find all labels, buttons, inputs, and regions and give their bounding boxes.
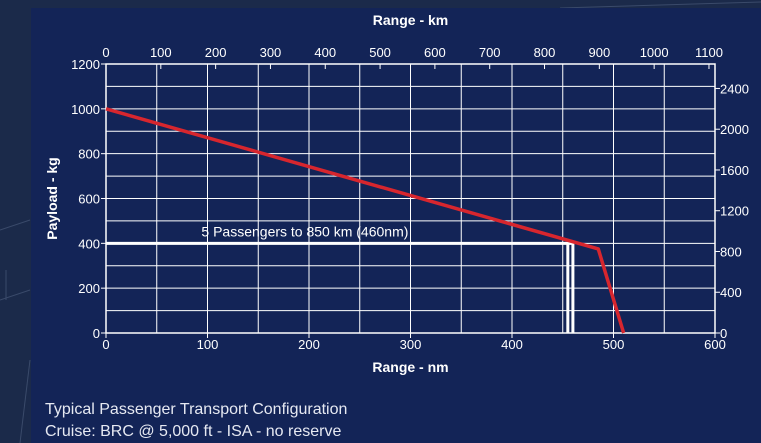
x-axis-title: Range - nm	[372, 359, 448, 375]
y2-tick-label: 400	[720, 285, 742, 300]
y2-tick-label: 2400	[720, 81, 749, 96]
x-tick-label: 0	[102, 337, 109, 352]
y-tick-label: 600	[78, 192, 100, 207]
x2-tick-label: 400	[314, 45, 336, 60]
x-tick-label: 300	[400, 337, 422, 352]
caption-line-2: Cruise: BRC @ 5,000 ft - ISA - no reserv…	[45, 423, 342, 440]
y-tick-label: 400	[78, 236, 100, 251]
x2-tick-label: 0	[102, 45, 109, 60]
y-tick-label: 200	[78, 281, 100, 296]
x2-tick-label: 600	[424, 45, 446, 60]
y2-tick-label: 1600	[720, 163, 749, 178]
y-axis-title: Payload - kg	[44, 157, 60, 239]
x-tick-label: 400	[501, 337, 523, 352]
x2-tick-label: 300	[260, 45, 282, 60]
x2-tick-label: 1000	[640, 45, 669, 60]
y2-tick-label: 800	[720, 244, 742, 259]
caption-line-1: Typical Passenger Transport Configuratio…	[45, 401, 348, 418]
y-tick-label: 1200	[71, 57, 100, 72]
x2-tick-label: 900	[588, 45, 610, 60]
y-tick-label: 0	[93, 326, 100, 341]
x-tick-label: 600	[704, 337, 726, 352]
y2-tick-label: 1200	[720, 204, 749, 219]
x2-tick-label: 100	[150, 45, 172, 60]
chart-panel	[31, 8, 761, 443]
payload-range-line	[105, 107, 626, 334]
y2-tick-label: 2000	[720, 122, 749, 137]
y-tick-label: 1000	[71, 102, 100, 117]
x-tick-label: 500	[603, 337, 625, 352]
x2-tick-label: 1100	[695, 45, 723, 60]
x-tick-label: 100	[197, 337, 219, 352]
reference-label: 5 Passengers to 850 km (460nm)	[201, 223, 408, 239]
x2-tick-label: 200	[205, 45, 227, 60]
y2-tick-label: 0	[720, 326, 727, 341]
y-tick-label: 800	[78, 147, 100, 162]
x2-tick-label: 800	[534, 45, 556, 60]
x2-tick-label: 700	[479, 45, 501, 60]
x2-tick-label: 500	[369, 45, 391, 60]
x-tick-label: 200	[298, 337, 320, 352]
x2-axis-title: Range - km	[373, 12, 448, 28]
